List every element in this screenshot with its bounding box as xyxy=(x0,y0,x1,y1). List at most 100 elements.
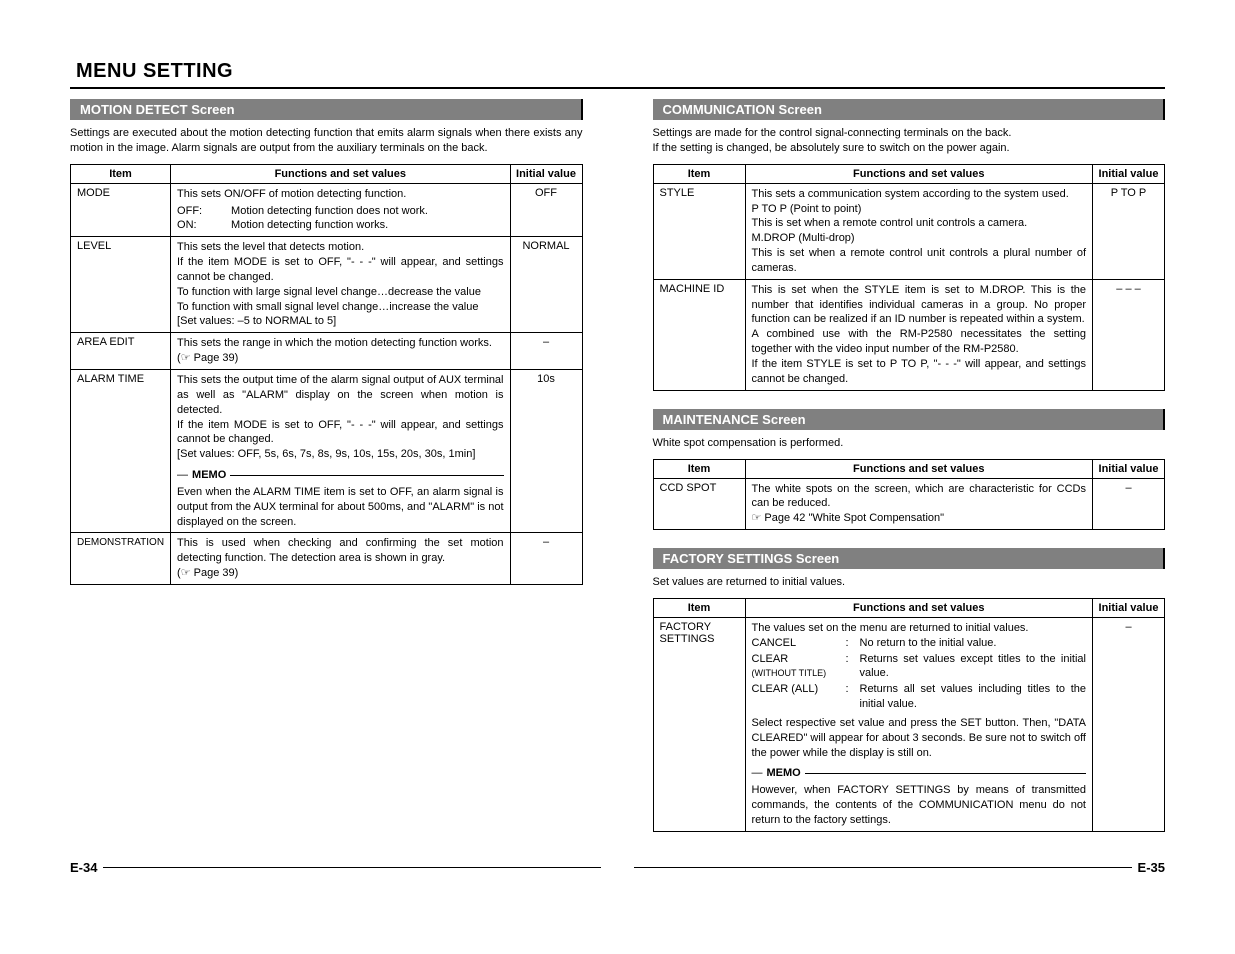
cell-item: MODE xyxy=(71,183,171,237)
memo-box: — MEMO Even when the ALARM TIME item is … xyxy=(177,468,503,529)
text: This is used when checking and confirmin… xyxy=(177,536,503,566)
text: Motion detecting function works. xyxy=(231,218,503,233)
table-row: MACHINE ID This is set when the STYLE it… xyxy=(653,279,1165,390)
text: This sets the range in which the motion … xyxy=(177,336,503,351)
right-column: COMMUNICATION Screen Settings are made f… xyxy=(653,99,1166,850)
text: The white spots on the screen, which are… xyxy=(752,482,1087,512)
table-row: DEMONSTRATION This is used when checking… xyxy=(71,533,583,585)
text: A combined use with the RM-P2580 necessi… xyxy=(752,327,1087,357)
table-communication: Item Functions and set values Initial va… xyxy=(653,164,1166,391)
cell-func: This sets the range in which the motion … xyxy=(171,333,510,370)
section-title-maintenance: MAINTENANCE Screen xyxy=(653,409,1166,430)
intro-factory: Set values are returned to initial value… xyxy=(653,575,1166,590)
col-item: Item xyxy=(71,164,171,183)
text: If the item STYLE is set to P TO P, "- -… xyxy=(752,357,1087,387)
col-func: Functions and set values xyxy=(745,598,1093,617)
text: — xyxy=(752,766,763,781)
text: If the setting is changed, be absolutely… xyxy=(653,142,1010,154)
table-row: CCD SPOT The white spots on the screen, … xyxy=(653,478,1165,530)
intro-motion-detect: Settings are executed about the motion d… xyxy=(70,126,583,156)
table-row: AREA EDIT This sets the range in which t… xyxy=(71,333,583,370)
cell-func: This is set when the STYLE item is set t… xyxy=(745,279,1093,390)
page-title: MENU SETTING xyxy=(70,60,1165,89)
text: ON: xyxy=(177,218,227,233)
cell-func: The values set on the menu are returned … xyxy=(745,617,1093,831)
col-func: Functions and set values xyxy=(745,459,1093,478)
col-item: Item xyxy=(653,459,745,478)
text: This sets ON/OFF of motion detecting fun… xyxy=(177,187,503,202)
table-factory: Item Functions and set values Initial va… xyxy=(653,598,1166,832)
cell-func: This sets the output time of the alarm s… xyxy=(171,369,510,532)
text: Motion detecting function does not work. xyxy=(231,204,503,219)
cell-func: This sets the level that detects motion.… xyxy=(171,237,510,333)
text: If the item MODE is set to OFF, "- - -" … xyxy=(177,255,503,285)
table-maintenance: Item Functions and set values Initial va… xyxy=(653,459,1166,531)
cell-init: – – – xyxy=(1093,279,1165,390)
col-func: Functions and set values xyxy=(745,164,1093,183)
col-init: Initial value xyxy=(510,164,582,183)
memo-body: Even when the ALARM TIME item is set to … xyxy=(177,485,503,530)
text: Settings are made for the control signal… xyxy=(653,127,1012,139)
col-item: Item xyxy=(653,598,745,617)
cell-init: – xyxy=(1093,478,1165,530)
memo-label: MEMO xyxy=(192,468,226,483)
intro-communication: Settings are made for the control signal… xyxy=(653,126,1166,156)
col-init: Initial value xyxy=(1093,164,1165,183)
text: CANCEL xyxy=(752,636,842,651)
cell-init: – xyxy=(510,533,582,585)
section-title-motion-detect: MOTION DETECT Screen xyxy=(70,99,583,120)
text: — xyxy=(177,468,188,483)
footer-rule xyxy=(103,867,600,868)
text: P TO P (Point to point) xyxy=(752,202,1087,217)
text: : xyxy=(846,652,856,682)
page-ref: (☞ Page 39) xyxy=(177,351,503,366)
memo-label: MEMO xyxy=(767,766,801,781)
cell-item: STYLE xyxy=(653,183,745,279)
cell-func: This sets a communication system accordi… xyxy=(745,183,1093,279)
text: : xyxy=(846,636,856,651)
cell-init: 10s xyxy=(510,369,582,532)
left-column: MOTION DETECT Screen Settings are execut… xyxy=(70,99,583,850)
col-func: Functions and set values xyxy=(171,164,510,183)
cell-item: FACTORY SETTINGS xyxy=(653,617,745,831)
table-row: ALARM TIME This sets the output time of … xyxy=(71,369,583,532)
page-number-right: E-35 xyxy=(1138,860,1165,875)
text: [Set values: –5 to NORMAL to 5] xyxy=(177,314,503,329)
text: Returns set values except titles to the … xyxy=(860,652,1087,682)
intro-maintenance: White spot compensation is performed. xyxy=(653,436,1166,451)
footer-rule xyxy=(634,867,1131,868)
table-row: MODE This sets ON/OFF of motion detectin… xyxy=(71,183,583,237)
cell-item: AREA EDIT xyxy=(71,333,171,370)
page-ref: (☞ Page 39) xyxy=(177,566,503,581)
cell-func: This is used when checking and confirmin… xyxy=(171,533,510,585)
text: : xyxy=(846,682,856,712)
memo-rule xyxy=(805,773,1086,774)
text: This sets the output time of the alarm s… xyxy=(177,373,503,418)
text: To function with small signal level chan… xyxy=(177,300,503,315)
page-number-left: E-34 xyxy=(70,860,97,875)
text: [Set values: OFF, 5s, 6s, 7s, 8s, 9s, 10… xyxy=(177,447,503,462)
text: Select respective set value and press th… xyxy=(752,716,1087,761)
cell-func: The white spots on the screen, which are… xyxy=(745,478,1093,530)
cell-item: LEVEL xyxy=(71,237,171,333)
text: If the item MODE is set to OFF, "- - -" … xyxy=(177,418,503,448)
col-init: Initial value xyxy=(1093,598,1165,617)
text: To function with large signal level chan… xyxy=(177,285,503,300)
text: CLEAR (WITHOUT TITLE) xyxy=(752,652,842,682)
table-row: STYLE This sets a communication system a… xyxy=(653,183,1165,279)
cell-item: MACHINE ID xyxy=(653,279,745,390)
section-title-factory: FACTORY SETTINGS Screen xyxy=(653,548,1166,569)
table-row: LEVEL This sets the level that detects m… xyxy=(71,237,583,333)
cell-item: CCD SPOT xyxy=(653,478,745,530)
cell-init: – xyxy=(510,333,582,370)
text: This sets the level that detects motion. xyxy=(177,240,503,255)
page-footer: E-34 E-35 xyxy=(70,860,1165,875)
col-item: Item xyxy=(653,164,745,183)
text: No return to the initial value. xyxy=(860,636,1087,651)
col-init: Initial value xyxy=(1093,459,1165,478)
text: This sets a communication system accordi… xyxy=(752,187,1087,202)
cell-init: OFF xyxy=(510,183,582,237)
text: CLEAR (ALL) xyxy=(752,682,842,712)
text: Returns all set values including titles … xyxy=(860,682,1087,712)
table-row: FACTORY SETTINGS The values set on the m… xyxy=(653,617,1165,831)
